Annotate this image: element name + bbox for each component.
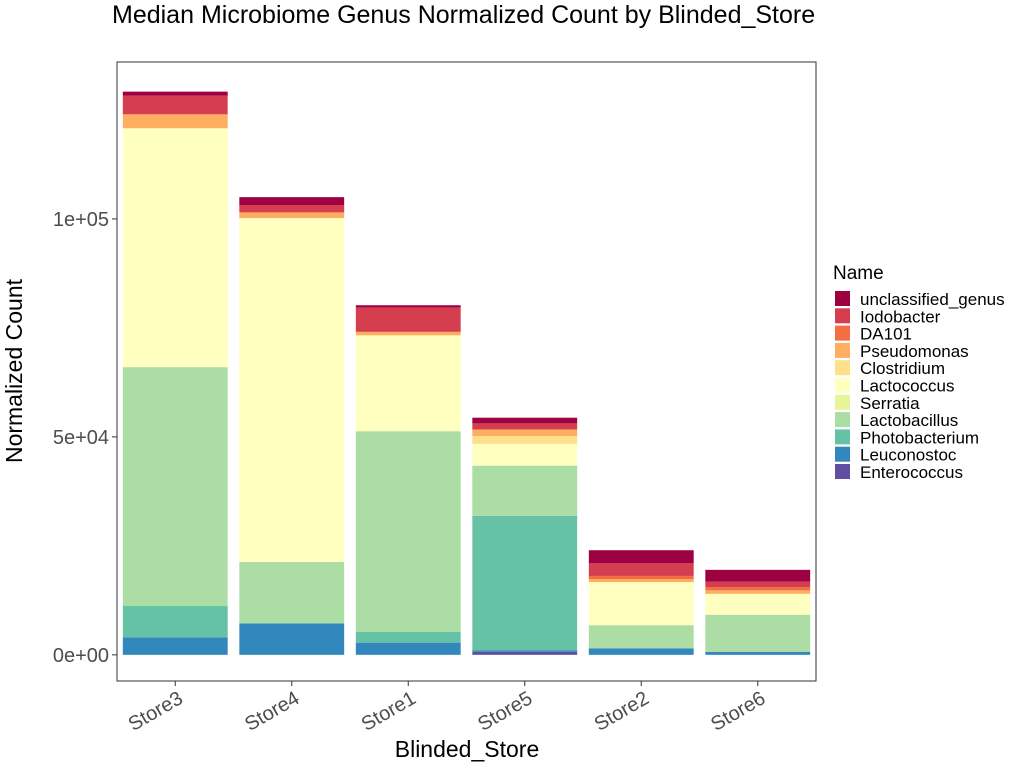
y-tick-label: 5e+04 bbox=[53, 427, 109, 449]
bar-segment-store5-leuconostoc bbox=[472, 650, 578, 652]
bar-segment-store6-iodobacter bbox=[705, 581, 811, 588]
legend-key-lactococcus bbox=[835, 377, 850, 393]
bar-segment-store2-iodobacter bbox=[588, 563, 694, 576]
bar-segment-store1-lactobacillus bbox=[355, 431, 461, 632]
legend-label-pseudomonas: Pseudomonas bbox=[860, 342, 969, 361]
bar-segment-store4-leuconostoc bbox=[239, 623, 345, 655]
x-axis-title: Blinded_Store bbox=[395, 736, 540, 762]
bar-segment-store5-enterococcus bbox=[472, 651, 578, 655]
y-tick-label: 1e+05 bbox=[53, 209, 109, 231]
legend-key-pseudomonas bbox=[835, 342, 850, 358]
bar-segment-store3-pseudomonas bbox=[122, 114, 228, 129]
legend: Name unclassified_genusIodobacterDA101Ps… bbox=[833, 263, 1005, 482]
bar-segment-store4-iodobacter bbox=[239, 204, 345, 213]
bar-segment-store4-lactococcus bbox=[239, 218, 345, 562]
legend-label-da101: DA101 bbox=[860, 325, 912, 344]
chart-title: Median Microbiome Genus Normalized Count… bbox=[112, 1, 815, 29]
bar-segment-store3-lactobacillus bbox=[122, 367, 228, 607]
legend-label-enterococcus: Enterococcus bbox=[860, 463, 963, 482]
bar-segment-store5-lactococcus bbox=[472, 443, 578, 466]
bar-segment-store2-unclassified-genus bbox=[588, 550, 694, 564]
legend-label-leuconostoc: Leuconostoc bbox=[860, 446, 957, 465]
bar-segment-store2-pseudomonas bbox=[588, 578, 694, 583]
legend-label-unclassified-genus: unclassified_genus bbox=[860, 290, 1005, 309]
x-tick-label-store3: Store3 bbox=[125, 687, 187, 736]
legend-label-iodobacter: Iodobacter bbox=[860, 307, 941, 326]
legend-key-iodobacter bbox=[835, 308, 850, 324]
legend-label-serratia: Serratia bbox=[860, 394, 920, 413]
bar-segment-store4-pseudomonas bbox=[239, 212, 345, 219]
bar-segment-store6-leuconostoc bbox=[705, 651, 811, 655]
bar-segment-store6-unclassified-genus bbox=[705, 569, 811, 582]
x-tick-label-store6: Store6 bbox=[707, 687, 769, 736]
bar-segment-store1-leuconostoc bbox=[355, 642, 461, 655]
bar-segment-store5-iodobacter bbox=[472, 423, 578, 430]
bar-segment-store3-iodobacter bbox=[122, 95, 228, 115]
bar-segment-store6-da101 bbox=[705, 587, 811, 591]
bar-segment-store2-lactococcus bbox=[588, 582, 694, 626]
legend-label-photobacterium: Photobacterium bbox=[860, 428, 979, 447]
bar-segment-store5-unclassified-genus bbox=[472, 417, 578, 424]
bar-segment-store6-lactobacillus bbox=[705, 614, 811, 652]
legend-key-leuconostoc bbox=[835, 446, 850, 462]
x-tick-label-store1: Store1 bbox=[358, 687, 420, 736]
bar-segment-store1-photobacterium bbox=[355, 631, 461, 643]
bar-segment-store6-lactococcus bbox=[705, 593, 811, 615]
legend-key-lactobacillus bbox=[835, 412, 850, 428]
bar-segment-store3-photobacterium bbox=[122, 606, 228, 638]
legend-label-clostridium: Clostridium bbox=[860, 359, 945, 378]
bar-segment-store4-unclassified-genus bbox=[239, 197, 345, 205]
plot-panel bbox=[116, 61, 817, 682]
bar-segment-store3-lactococcus bbox=[122, 128, 228, 368]
bar-segment-store6-pseudomonas bbox=[705, 590, 811, 594]
bar-segment-store4-lactobacillus bbox=[239, 561, 345, 624]
legend-title: Name bbox=[833, 263, 884, 284]
y-tick-label: 0e+00 bbox=[53, 645, 109, 667]
bar-segment-store3-unclassified-genus bbox=[122, 91, 228, 96]
legend-label-lactococcus: Lactococcus bbox=[860, 377, 955, 396]
bar-segment-store1-lactococcus bbox=[355, 335, 461, 432]
legend-key-photobacterium bbox=[835, 429, 850, 445]
bar-segment-store5-clostridium bbox=[472, 436, 578, 444]
y-axis-title: Normalized Count bbox=[1, 278, 27, 463]
x-tick-label-store4: Store4 bbox=[241, 687, 303, 736]
bar-segment-store1-unclassified-genus bbox=[355, 305, 461, 308]
x-axis: Store3 Store4 Store1 Store5 Store2 Store6 bbox=[125, 681, 769, 736]
bar-segment-store2-leuconostoc bbox=[588, 648, 694, 655]
legend-key-clostridium bbox=[835, 360, 850, 376]
bar-segment-store5-pseudomonas bbox=[472, 429, 578, 437]
legend-key-serratia bbox=[835, 394, 850, 410]
bar-segment-store5-photobacterium bbox=[472, 515, 578, 651]
legend-label-lactobacillus: Lactobacillus bbox=[860, 411, 958, 430]
bar-segment-store3-leuconostoc bbox=[122, 637, 228, 655]
x-tick-label-store2: Store2 bbox=[591, 687, 653, 736]
y-axis: 0e+00 5e+04 1e+05 bbox=[53, 209, 117, 667]
bar-segment-store2-da101 bbox=[588, 575, 694, 579]
bar-segment-store1-pseudomonas bbox=[355, 331, 461, 336]
legend-key-da101 bbox=[835, 325, 850, 341]
bar-segment-store1-iodobacter bbox=[355, 307, 461, 332]
legend-key-enterococcus bbox=[835, 464, 850, 479]
legend-key-unclassified-genus bbox=[835, 291, 850, 306]
bar-stacks bbox=[122, 91, 811, 655]
bar-segment-store2-lactobacillus bbox=[588, 625, 694, 649]
bar-segment-store5-lactobacillus bbox=[472, 465, 578, 516]
x-tick-label-store5: Store5 bbox=[474, 687, 536, 736]
